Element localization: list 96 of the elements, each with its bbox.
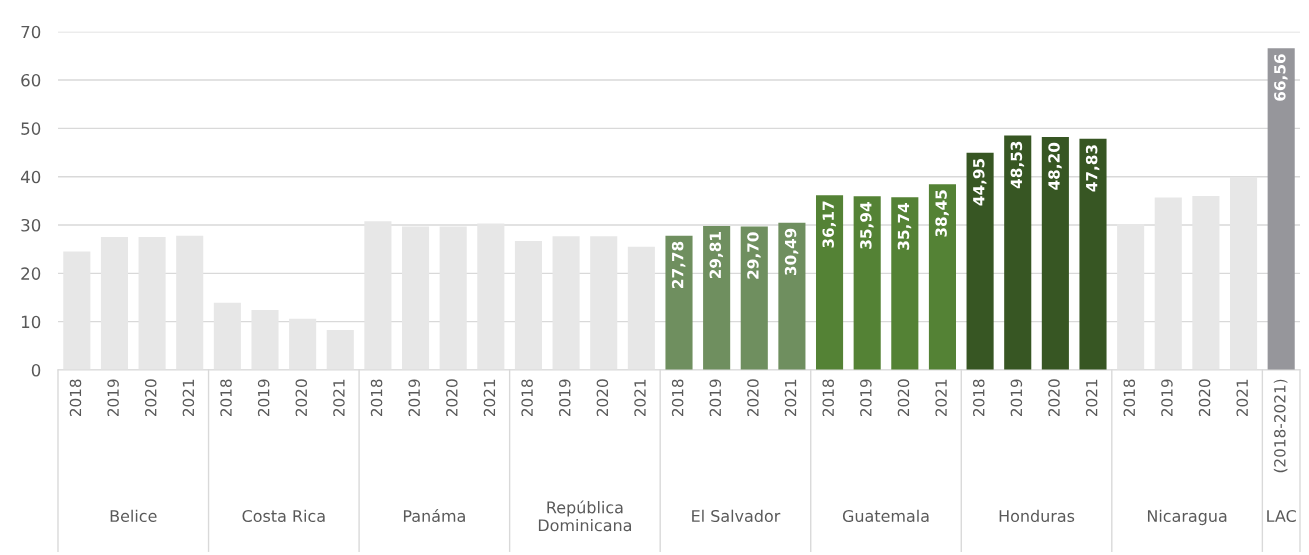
bar — [176, 235, 204, 370]
data-label: 27,78 — [671, 241, 686, 288]
y-tick-label: 60 — [21, 73, 41, 87]
y-tick-label: 70 — [21, 25, 41, 39]
bar — [891, 197, 919, 370]
x-tick-label: 2018 — [972, 379, 985, 417]
text: LAC — [1267, 509, 1296, 523]
x-tick-label: 2020 — [897, 379, 910, 417]
bar — [439, 226, 467, 370]
x-tick-label: 2020 — [295, 379, 308, 417]
y-tick-label: 30 — [21, 218, 41, 232]
text: Honduras — [999, 509, 1075, 523]
text: Belice — [110, 509, 157, 523]
x-tick-label: 2018 — [1123, 379, 1136, 417]
x-tick-label: 2021 — [182, 379, 195, 417]
x-tick-label: 2021 — [634, 379, 646, 417]
bar — [100, 237, 128, 370]
bar — [213, 302, 241, 370]
x-tick-label: 2018 — [370, 379, 383, 417]
bar — [966, 152, 994, 370]
data-label: 36,17 — [822, 201, 836, 248]
data-label: 47,83 — [1085, 145, 1100, 192]
x-tick-label: (2018-2021) — [1273, 379, 1288, 473]
data-label: 29,81 — [709, 232, 724, 279]
y-tick-label: 40 — [20, 170, 41, 184]
x-tick-label: 2020 — [446, 379, 458, 417]
x-tick-label: 2021 — [784, 379, 797, 417]
text: Nicaragua — [1147, 509, 1227, 526]
x-tick-label: 2021 — [1236, 379, 1248, 417]
x-tick-label: 2019 — [257, 379, 270, 417]
x-tick-label: 2021 — [333, 379, 345, 417]
bar — [402, 226, 430, 370]
data-label: 29,70 — [747, 232, 761, 279]
x-tick-label: 2019 — [107, 379, 119, 417]
bar — [627, 246, 655, 370]
x-tick-label: 2021 — [1085, 379, 1098, 417]
bar — [514, 240, 542, 370]
data-label: 44,95 — [972, 158, 987, 206]
x-tick-label: 2020 — [747, 379, 759, 417]
bar — [364, 221, 392, 370]
data-label: 48,20 — [1048, 142, 1062, 190]
x-tick-label: 2019 — [1161, 379, 1173, 417]
bar — [552, 236, 580, 370]
bar — [703, 225, 731, 370]
bar — [63, 251, 91, 370]
x-tick-label: 2018 — [671, 379, 684, 417]
bar — [816, 195, 844, 370]
text: Costa Rica — [242, 509, 325, 523]
text: República Dominicana — [538, 500, 632, 532]
x-tick-label: 2020 — [596, 379, 609, 417]
data-label: 48,53 — [1010, 141, 1025, 189]
x-tick-label: 2019 — [558, 379, 571, 417]
bar — [1041, 137, 1069, 370]
text: Panáma — [403, 509, 465, 523]
bar — [138, 237, 166, 370]
x-tick-label: 2018 — [220, 379, 232, 417]
bar — [1192, 196, 1220, 370]
y-tick-label: 20 — [21, 267, 41, 280]
x-tick-label: 2018 — [822, 379, 834, 417]
bar — [289, 318, 317, 370]
x-tick-label: 2020 — [1048, 379, 1060, 417]
x-tick-label: 2019 — [408, 379, 420, 417]
bar — [928, 184, 956, 370]
text: El Salvador — [692, 509, 781, 523]
bar — [778, 222, 806, 370]
data-label: 30,49 — [784, 228, 799, 276]
bar — [1117, 224, 1145, 370]
bar — [1267, 48, 1295, 370]
x-tick-label: 2021 — [935, 379, 947, 417]
bar — [251, 310, 279, 370]
x-tick-label: 2019 — [860, 379, 872, 417]
bar — [1079, 138, 1107, 370]
bar — [740, 226, 768, 370]
bar — [1004, 135, 1032, 370]
bar — [1230, 176, 1258, 370]
x-tick-label: 2021 — [483, 379, 496, 417]
data-label: 35,94 — [860, 202, 874, 249]
y-tick-label: 50 — [21, 122, 41, 135]
data-label: 35,74 — [897, 203, 912, 250]
bar — [665, 235, 693, 370]
x-tick-label: 2020 — [1198, 379, 1211, 417]
x-tick-label: 2018 — [521, 379, 533, 417]
bar — [326, 329, 354, 370]
x-tick-label: 2018 — [69, 379, 82, 417]
y-tick-label: 0 — [31, 363, 41, 377]
data-label: 66,56 — [1274, 54, 1288, 101]
x-tick-label: 2019 — [1010, 379, 1023, 417]
x-tick-label: 2020 — [144, 379, 157, 417]
data-label: 38,45 — [935, 190, 949, 237]
x-tick-label: 2019 — [709, 379, 722, 417]
bar — [853, 196, 881, 370]
bar — [590, 236, 618, 370]
bar — [477, 223, 505, 370]
text: Guatemala — [842, 509, 929, 523]
bar — [1154, 197, 1182, 370]
y-tick-label: 10 — [21, 315, 41, 329]
